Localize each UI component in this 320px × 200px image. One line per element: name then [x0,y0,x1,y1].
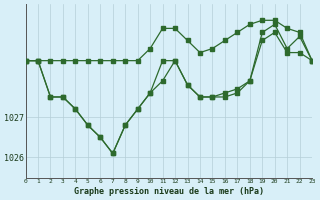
X-axis label: Graphe pression niveau de la mer (hPa): Graphe pression niveau de la mer (hPa) [74,187,264,196]
